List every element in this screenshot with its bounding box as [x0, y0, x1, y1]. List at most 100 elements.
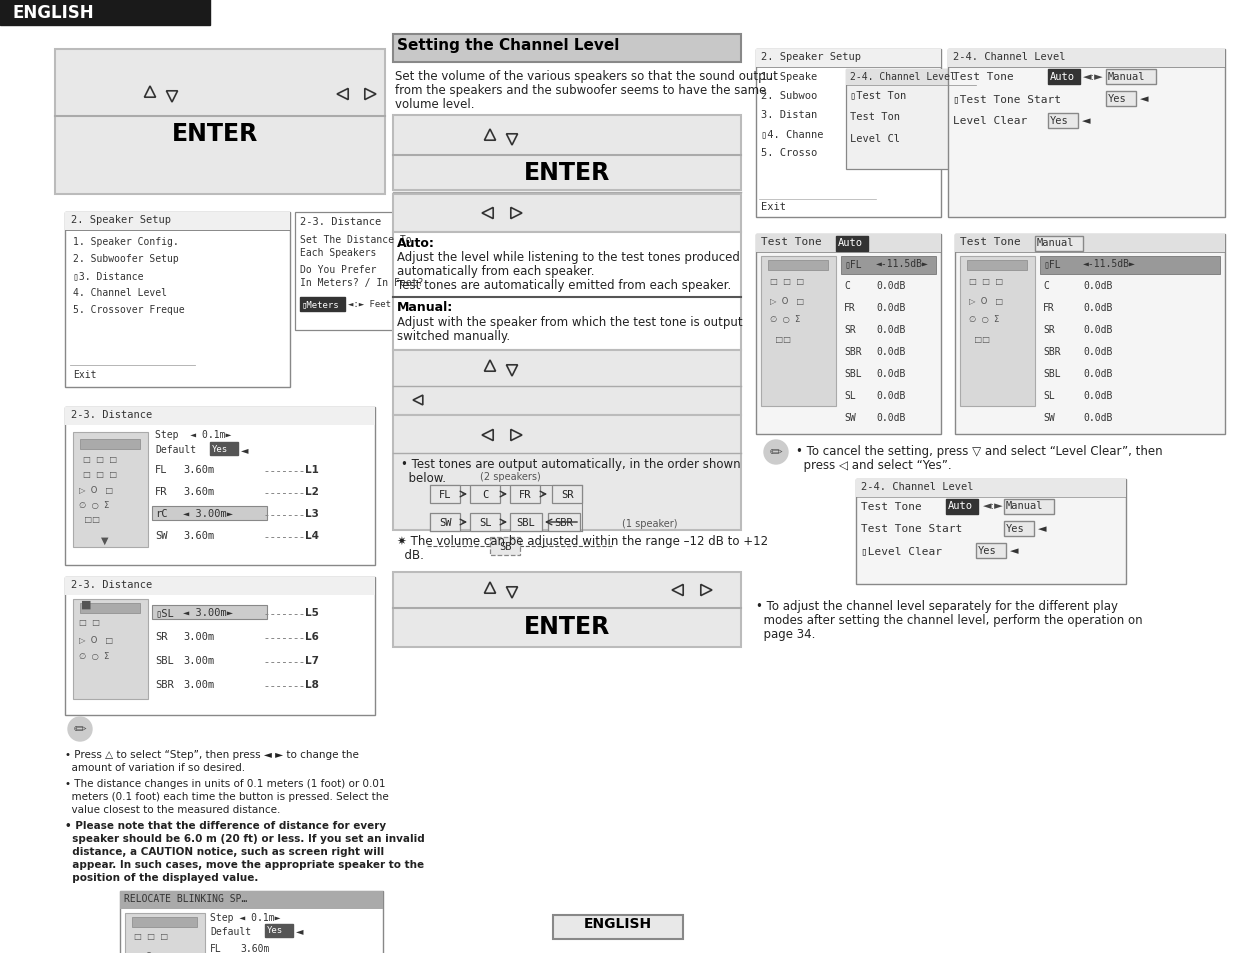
Text: SBR: SBR	[155, 679, 173, 689]
Text: ▯Test Tone Start: ▯Test Tone Start	[952, 94, 1061, 104]
Text: ◄:►: ◄:►	[983, 500, 1003, 511]
Text: ▯FL: ▯FL	[844, 258, 862, 269]
Circle shape	[68, 718, 92, 741]
Bar	[125, 913, 205, 953]
Bar	[1004, 521, 1034, 537]
Bar	[393, 351, 741, 416]
Text: ▯3. Distance: ▯3. Distance	[73, 271, 143, 281]
Text: ENGLISH: ENGLISH	[12, 4, 94, 22]
Bar	[948, 50, 1225, 68]
Text: ▷  O   □: ▷ O □	[79, 636, 113, 644]
Text: amount of variation if so desired.: amount of variation if so desired.	[66, 762, 245, 772]
Bar	[1048, 113, 1077, 129]
Text: 0.0dB: 0.0dB	[876, 303, 905, 313]
Text: ◄-11.5dB►: ◄-11.5dB►	[876, 258, 929, 269]
Text: 0.0dB: 0.0dB	[1084, 391, 1112, 400]
Bar	[510, 514, 542, 532]
Text: SBL: SBL	[517, 517, 536, 527]
Text: from the speakers and the subwoofer seems to have the same: from the speakers and the subwoofer seem…	[395, 84, 767, 97]
Bar	[132, 917, 197, 927]
Text: • Test tones are output automatically, in the order shown: • Test tones are output automatically, i…	[401, 457, 741, 471]
Text: Adjust the level while listening to the test tones produced: Adjust the level while listening to the …	[397, 251, 740, 264]
Text: 4. Channel Level: 4. Channel Level	[73, 288, 167, 297]
Bar	[1040, 256, 1220, 274]
Text: Adjust with the speaker from which the test tone is output: Adjust with the speaker from which the t…	[397, 315, 742, 329]
Bar	[393, 194, 741, 233]
Text: Manual: Manual	[1108, 71, 1145, 82]
Text: Set The Distance To: Set The Distance To	[301, 234, 412, 245]
Bar	[960, 256, 1035, 407]
Text: • Please note that the difference of distance for every: • Please note that the difference of dis…	[66, 821, 386, 830]
Text: 0.0dB: 0.0dB	[1084, 413, 1112, 422]
Text: 0.0dB: 0.0dB	[876, 413, 905, 422]
Text: (1 speaker): (1 speaker)	[622, 518, 678, 529]
Text: ■: ■	[80, 599, 92, 609]
Text: ▯Test Ton: ▯Test Ton	[850, 90, 907, 100]
Text: ▯FL: ▯FL	[1043, 258, 1060, 269]
Text: Yes: Yes	[1006, 523, 1024, 534]
Bar	[294, 213, 465, 331]
Text: • Press △ to select “Step”, then press ◄ ► to change the: • Press △ to select “Step”, then press ◄…	[66, 749, 359, 760]
Text: FL: FL	[155, 464, 167, 475]
Circle shape	[764, 440, 788, 464]
Text: page 34.: page 34.	[756, 627, 815, 640]
Bar	[1106, 91, 1136, 107]
Text: (2 speakers): (2 speakers)	[480, 472, 541, 481]
Text: SBL: SBL	[1043, 369, 1060, 378]
Bar	[548, 514, 580, 532]
Bar	[393, 233, 741, 351]
Text: L7: L7	[306, 656, 319, 665]
Text: C: C	[844, 281, 850, 291]
Bar	[152, 605, 267, 619]
Text: 3.60m: 3.60m	[183, 486, 214, 497]
Bar	[1048, 70, 1080, 85]
Bar	[73, 599, 148, 700]
Bar	[0, 0, 210, 26]
Bar	[756, 234, 941, 253]
Text: 0.0dB: 0.0dB	[876, 347, 905, 356]
Text: Test Tone Start: Test Tone Start	[861, 523, 962, 534]
Text: Yes: Yes	[212, 444, 228, 454]
Text: 2. Subwoo: 2. Subwoo	[761, 91, 818, 101]
Text: ▯SL: ▯SL	[155, 607, 173, 618]
Bar	[66, 213, 289, 231]
Bar	[393, 35, 741, 63]
Text: L8: L8	[306, 679, 319, 689]
Text: Yes: Yes	[978, 545, 997, 556]
Bar	[768, 261, 828, 271]
Text: 5. Crosso: 5. Crosso	[761, 148, 818, 158]
Text: 3.60m: 3.60m	[240, 943, 270, 953]
Text: SBL: SBL	[844, 369, 862, 378]
Text: ◄ 3.00m►: ◄ 3.00m►	[183, 509, 233, 518]
Text: ✏: ✏	[74, 721, 87, 737]
Text: ◄: ◄	[296, 925, 303, 935]
Text: Test Tone: Test Tone	[952, 71, 1014, 82]
Text: 0.0dB: 0.0dB	[876, 281, 905, 291]
Text: Manual:: Manual:	[397, 301, 453, 314]
Bar	[756, 50, 941, 68]
Text: Default: Default	[210, 926, 251, 936]
Text: 0.0dB: 0.0dB	[1084, 369, 1112, 378]
Bar	[66, 578, 375, 596]
Bar	[490, 537, 520, 556]
Text: ∅  ○  Σ: ∅ ○ Σ	[79, 651, 109, 660]
Text: In Meters? / In Feet?: In Meters? / In Feet?	[301, 277, 423, 288]
Text: 2-3. Distance: 2-3. Distance	[301, 216, 381, 227]
Text: automatically from each speaker.: automatically from each speaker.	[397, 265, 595, 277]
Text: ▷  O   □: ▷ O □	[769, 296, 804, 306]
Text: ENGLISH: ENGLISH	[584, 916, 652, 930]
Text: ◄: ◄	[1009, 545, 1018, 556]
Text: SW: SW	[155, 531, 167, 540]
Text: 3.60m: 3.60m	[183, 531, 214, 540]
Text: ▷  O   □: ▷ O □	[969, 296, 1003, 306]
Bar	[152, 506, 267, 520]
Text: ∅  ○  Σ: ∅ ○ Σ	[969, 314, 999, 324]
Text: FL: FL	[210, 943, 221, 953]
Text: value closest to the measured distance.: value closest to the measured distance.	[66, 804, 281, 814]
Text: □  □  □: □ □ □	[969, 276, 1003, 286]
Bar	[1035, 236, 1084, 252]
Bar	[393, 116, 741, 191]
Text: 2. Speaker Setup: 2. Speaker Setup	[761, 52, 861, 62]
Bar	[856, 479, 1126, 497]
Bar	[967, 261, 1027, 271]
